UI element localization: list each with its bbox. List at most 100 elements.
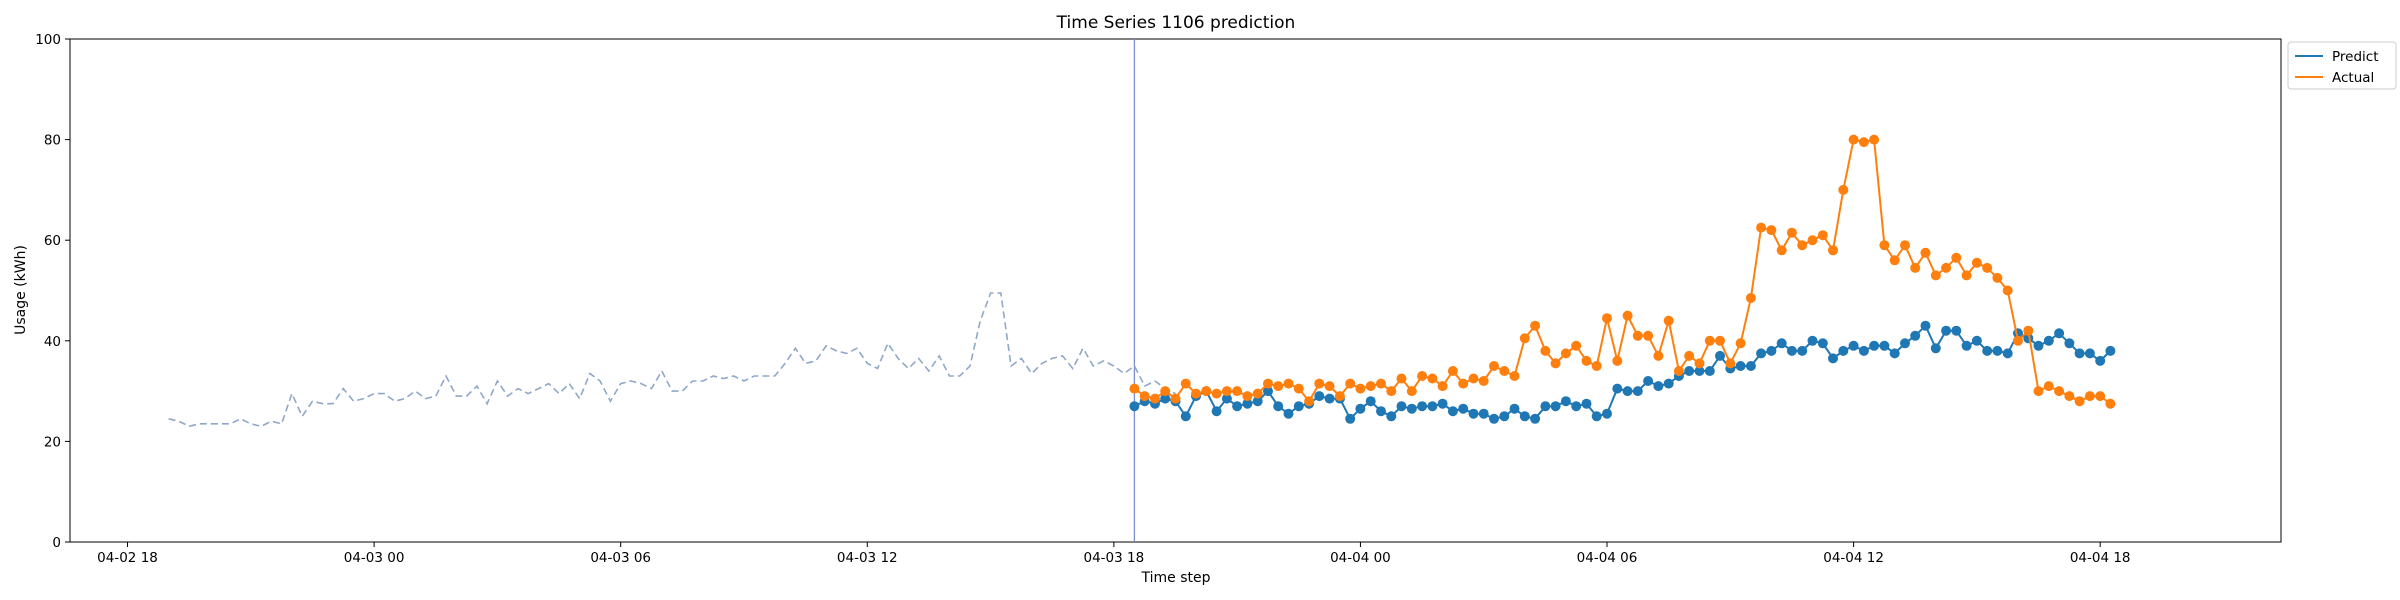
y-tick-label: 40 [44,334,61,350]
actual-point [1468,373,1479,384]
predict-point [1406,403,1417,414]
predict-point [1386,411,1397,422]
actual-point [1273,381,1284,392]
actual-point [1242,391,1253,402]
history-line [168,292,1176,428]
predict-point [2084,348,2095,359]
actual-point [1365,381,1376,392]
actual-point [1786,227,1797,238]
actual-point [1941,262,1952,273]
actual-point [2105,398,2116,409]
predict-point [1663,378,1674,389]
y-axis-label: Usage (kWh) [13,245,29,335]
predict-point [1612,383,1623,394]
predict-point [1848,340,1859,351]
predict-point [1735,361,1746,371]
actual-point [1571,340,1582,351]
actual-point [1191,388,1201,399]
x-tick-label: 04-02 18 [97,550,158,566]
actual-point [1848,134,1859,145]
actual-point [1673,366,1684,376]
predict-point [1602,408,1612,419]
predict-point [1499,411,1510,422]
actual-point [1499,366,1510,376]
predict-point [1817,338,1828,349]
predict-point [1263,386,1273,397]
predict-point [2074,348,2085,359]
predict-point [1900,338,1910,349]
actual-point [1530,320,1541,331]
x-tick-label: 04-03 18 [1084,550,1145,566]
predict-point [1376,406,1386,417]
predict-point [1437,398,1448,409]
actual-point [1263,378,1273,389]
actual-point [1232,386,1243,397]
actual-point [1386,386,1397,397]
actual-point [1858,137,1869,148]
actual-point [1828,245,1838,256]
plot-area [69,38,2282,543]
actual-point [1632,330,1643,341]
chart-title: Time Series 1106 prediction [1056,13,1296,33]
predict-point [1396,401,1407,412]
predict-point [1951,325,1962,336]
actual-point [1376,378,1386,389]
series-layer [168,39,2116,542]
actual-point [1180,378,1191,389]
predict-point [1828,353,1838,364]
actual-point [1591,361,1602,371]
predict-point [1869,340,1880,351]
y-tick-label: 60 [44,233,61,249]
actual-point [1920,247,1931,258]
actual-point [2033,386,2044,397]
predict-point [1653,381,1664,392]
actual-point [1550,358,1561,369]
actual-point [1509,371,1520,381]
legend-predict-label: Predict [2332,49,2379,65]
actual-point [1900,240,1910,251]
predict-point [2043,335,2054,346]
actual-point [1622,310,1633,321]
actual-point [1715,335,1725,346]
x-tick-label: 04-04 06 [1577,550,1638,566]
actual-point [2002,285,2013,296]
actual-point [1334,391,1345,402]
predict-point [1961,340,1972,351]
actual-point [1211,388,1222,399]
actual-point [1756,222,1767,233]
x-axis-label: Time step [1141,570,1211,586]
actual-point [1314,378,1325,389]
plot-frame [69,38,2282,543]
predict-point [1571,401,1582,412]
x-tick-label: 04-04 12 [1823,550,1884,566]
actual-point [1653,350,1664,361]
actual-point [1725,358,1736,369]
actual-point [1694,358,1705,369]
actual-point [1869,134,1880,145]
predict-point [1509,403,1520,414]
predict-point [1560,396,1571,407]
predict-point [1807,335,1818,346]
x-tick-label: 04-04 00 [1330,550,1391,566]
legend-actual-label: Actual [2332,70,2374,86]
actual-point [1324,381,1335,392]
predict-point [1694,366,1705,376]
actual-point [1345,378,1356,389]
actual-point [1982,262,1993,273]
predict-point [1232,401,1243,412]
predict-point [1879,340,1890,351]
predict-point [2033,340,2044,351]
predict-point [2064,338,2075,349]
actual-point [1406,386,1417,397]
predict-point [1242,398,1253,409]
y-tick-label: 20 [44,434,61,450]
predict-point [1365,396,1376,407]
predict-point [1797,345,1808,356]
actual-point [1160,386,1171,397]
predict-point [2105,345,2116,356]
predict-point [1447,406,1458,417]
y-tick-label: 80 [44,133,61,149]
actual-point [2023,325,2034,336]
actual-point [1540,345,1551,356]
